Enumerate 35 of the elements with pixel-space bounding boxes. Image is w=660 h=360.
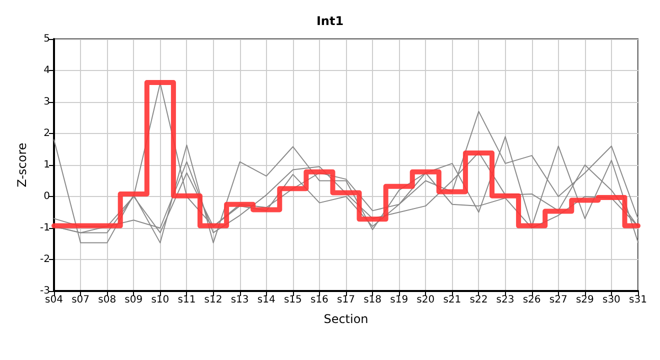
y-tick-label: 5 — [44, 34, 50, 44]
x-axis-title: Section — [324, 312, 368, 326]
y-tick-label: 2 — [44, 128, 50, 139]
x-tick-label: s21 — [443, 294, 462, 306]
x-tick-label: s07 — [72, 294, 90, 306]
x-tick-label: s12 — [204, 294, 222, 306]
x-tick-label: s26 — [522, 294, 541, 306]
y-axis-title: Z-score — [15, 142, 29, 188]
y-tick-label: 0 — [44, 191, 50, 202]
chart-title: Int1 — [316, 14, 344, 28]
y-tick-label: -3 — [40, 286, 50, 296]
x-tick-label: s29 — [576, 294, 594, 306]
x-tick-label: s04 — [45, 294, 63, 306]
y-tick-label: -2 — [40, 254, 50, 265]
x-tick-label: s22 — [470, 294, 488, 306]
x-tick-label: s09 — [124, 294, 143, 306]
x-tick-label: s10 — [151, 294, 170, 306]
y-tick-label: 1 — [44, 160, 50, 170]
x-tick-label: s13 — [230, 294, 249, 306]
x-tick-label: s27 — [549, 294, 568, 306]
x-tick-label: s19 — [390, 294, 408, 306]
y-tick-label: -1 — [40, 222, 50, 234]
x-tick-label: s23 — [496, 294, 514, 306]
x-tick-label: s17 — [337, 294, 355, 306]
x-tick-label: s30 — [602, 294, 620, 306]
y-tick-label: 3 — [44, 96, 50, 108]
x-tick-label: s14 — [257, 294, 276, 306]
x-tick-label: s16 — [310, 294, 328, 306]
x-tick-label: s31 — [629, 294, 647, 306]
x-tick-label: s08 — [98, 294, 116, 306]
x-tick-label: s20 — [416, 294, 435, 306]
x-tick-label: s18 — [364, 294, 382, 306]
x-tick-label: s15 — [284, 294, 302, 306]
x-tick-label: s11 — [178, 294, 196, 306]
y-tick-label: 4 — [44, 65, 50, 76]
